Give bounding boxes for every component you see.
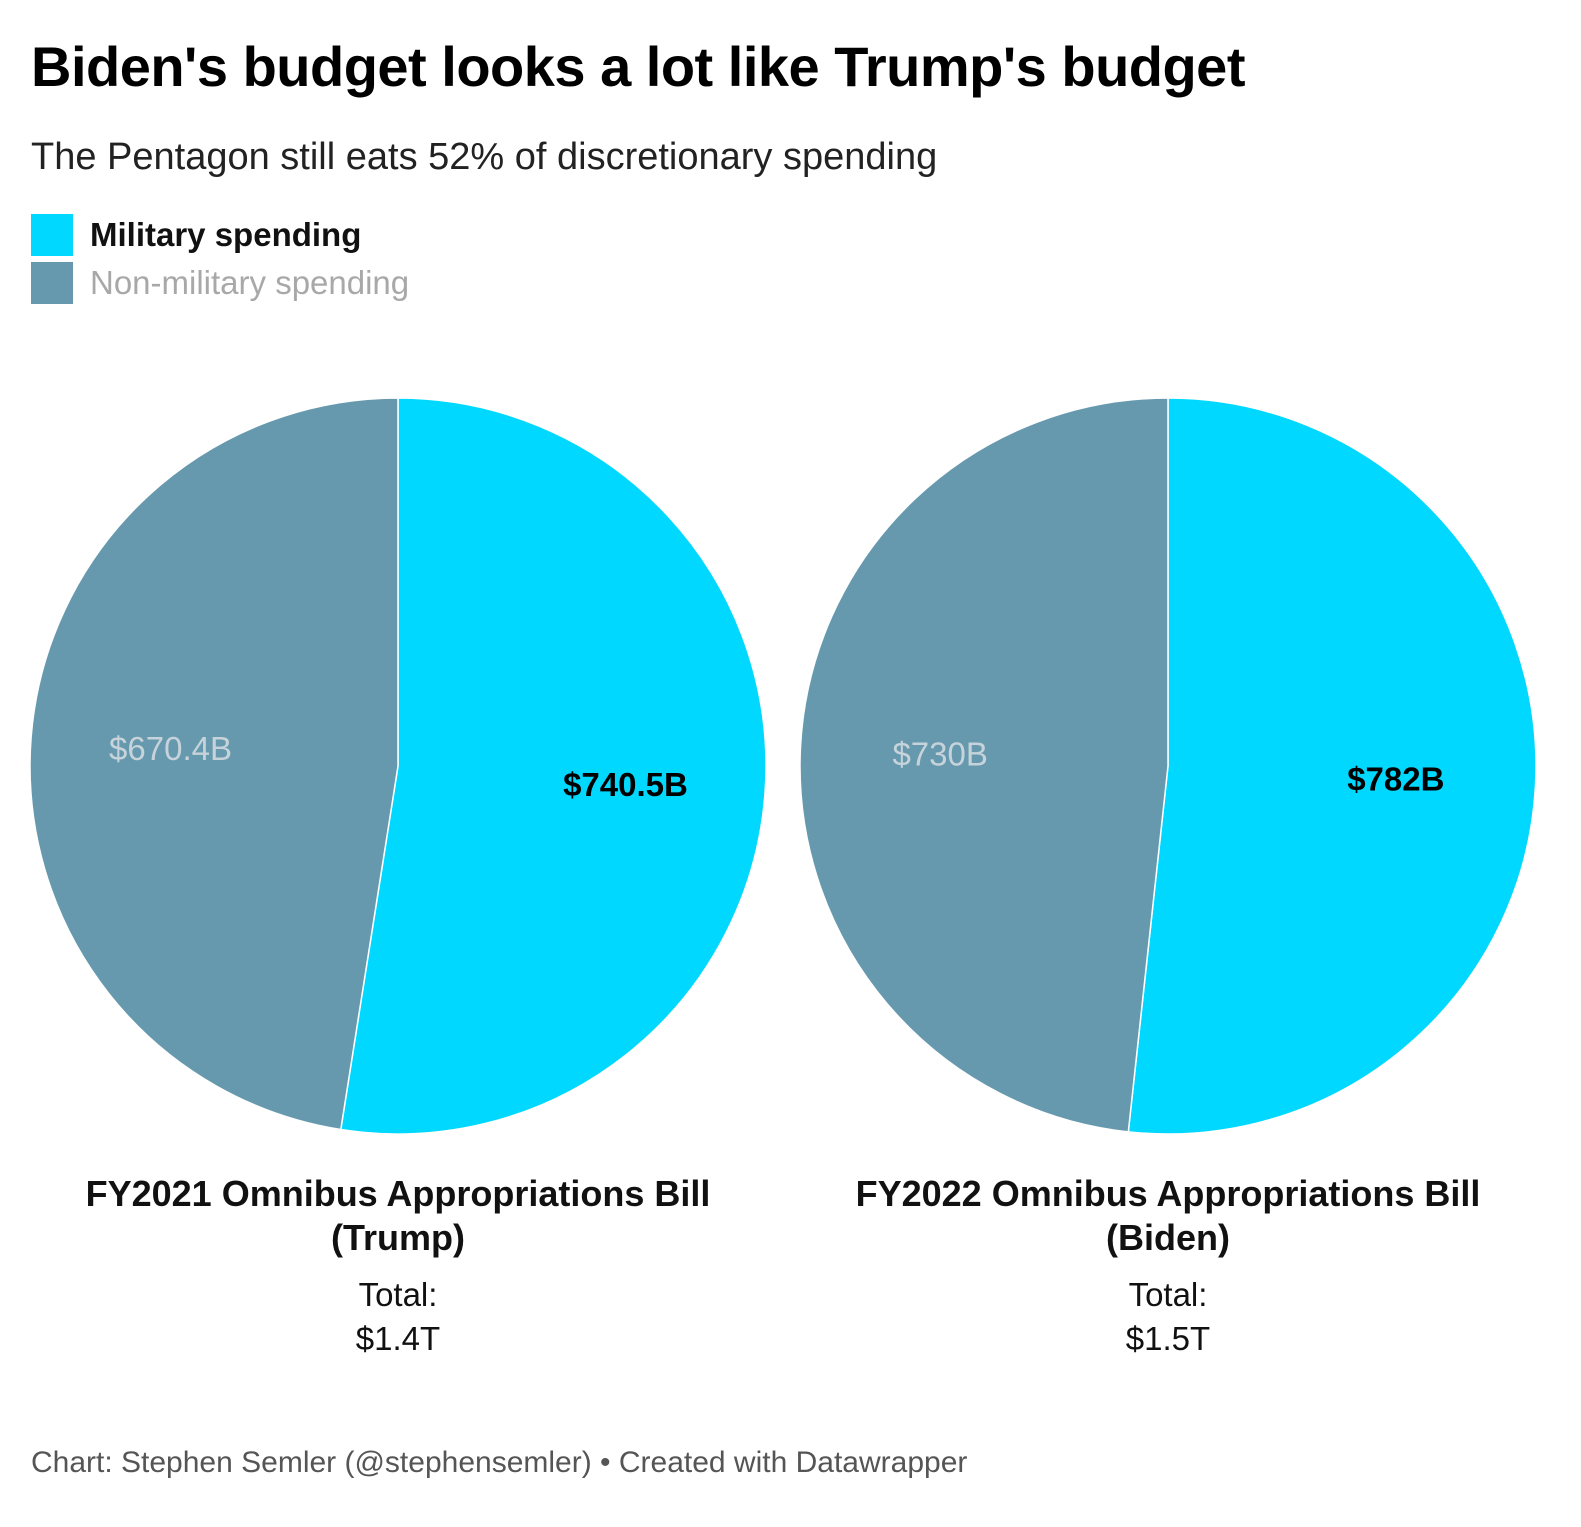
pie-title-line: (Trump) [331,1217,465,1258]
slice-label-military: $782B [1347,760,1444,797]
slice-label-military: $740.5B [563,766,688,803]
legend: Military spending Non-military spending [31,214,409,310]
pie-title-line: FY2021 Omnibus Appropriations Bill [86,1173,711,1214]
pie-slice-non-military [799,397,1169,1133]
legend-item-military: Military spending [31,214,409,256]
slice-label-non-military: $670.4B [109,730,232,767]
legend-label-non-military: Non-military spending [90,264,410,301]
pie-total-value: $1.4T [356,1320,440,1357]
pie-title-line: FY2022 Omnibus Appropriations Bill [856,1173,1481,1214]
pie-slice-military [1127,397,1537,1135]
pie-chart-fy2022: $782B $730B FY2022 Omnibus Appropriations … [799,397,1537,1357]
chart-subtitle: The Pentagon still eats 52% of discretio… [31,136,938,178]
pie-total-label: Total: [359,1276,438,1313]
legend-item-non-military: Non-military spending [31,262,409,304]
pie-title-line: (Biden) [1106,1217,1230,1258]
chart-footer: Chart: Stephen Semler (@stephensemler) •… [31,1446,968,1479]
legend-swatch-military [31,214,73,256]
chart-title: Biden's budget looks a lot like Trump's … [31,35,1245,98]
slice-label-non-military: $730B [892,736,987,773]
pie-slice-non-military [29,397,399,1131]
pie-total-label: Total: [1129,1276,1208,1313]
pie-chart-fy2021: $740.5B $670.4B FY2021 Omnibus Appropriati… [29,397,767,1357]
pie-total-value: $1.5T [1126,1320,1210,1357]
legend-swatch-non-military [31,262,73,304]
legend-label-military: Military spending [90,216,362,253]
pie-slice-military [339,397,767,1135]
